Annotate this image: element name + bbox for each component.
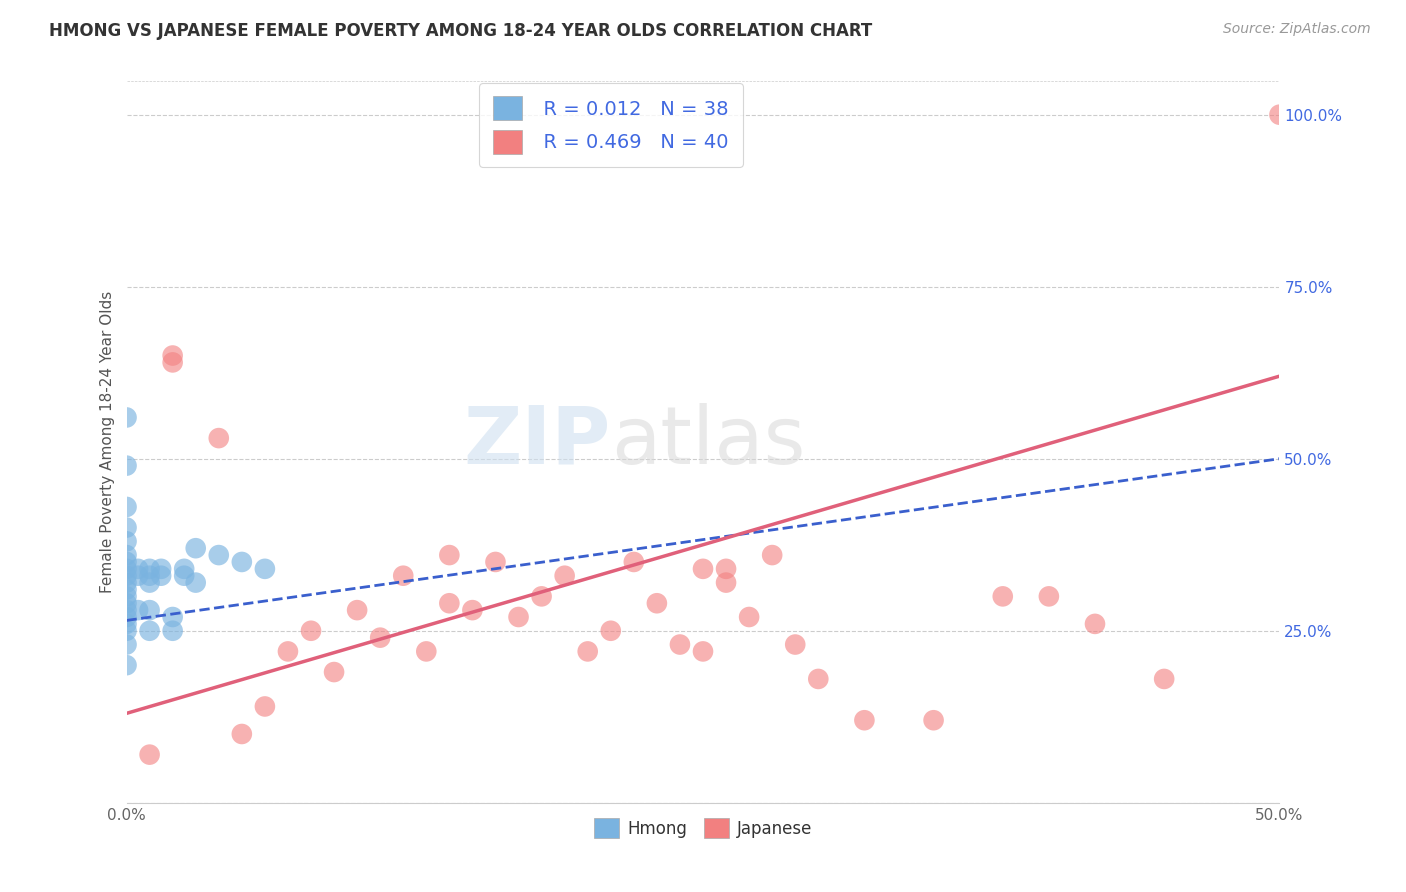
- Point: [127, 562, 149, 576]
- Text: atlas: atlas: [610, 402, 806, 481]
- Point: [173, 562, 195, 576]
- Point: [761, 548, 783, 562]
- Point: [127, 603, 149, 617]
- Text: ZIP: ZIP: [464, 402, 610, 481]
- Y-axis label: Female Poverty Among 18-24 Year Olds: Female Poverty Among 18-24 Year Olds: [100, 291, 115, 592]
- Point: [253, 562, 276, 576]
- Point: [115, 624, 138, 638]
- Point: [277, 644, 299, 658]
- Point: [323, 665, 346, 679]
- Point: [738, 610, 761, 624]
- Point: [115, 410, 138, 425]
- Point: [115, 520, 138, 534]
- Point: [115, 568, 138, 582]
- Point: [173, 568, 195, 582]
- Point: [115, 575, 138, 590]
- Point: [127, 568, 149, 582]
- Point: [208, 431, 231, 445]
- Point: [162, 349, 184, 363]
- Point: [115, 458, 138, 473]
- Point: [714, 562, 737, 576]
- Point: [115, 500, 138, 514]
- Point: [138, 575, 160, 590]
- Point: [1038, 590, 1060, 604]
- Point: [115, 590, 138, 604]
- Point: [231, 727, 253, 741]
- Point: [150, 562, 173, 576]
- Point: [115, 658, 138, 673]
- Point: [115, 616, 138, 631]
- Point: [115, 582, 138, 597]
- Point: [115, 603, 138, 617]
- Point: [853, 713, 876, 727]
- Point: [115, 596, 138, 610]
- Point: [115, 562, 138, 576]
- Point: [299, 624, 322, 638]
- Point: [346, 603, 368, 617]
- Point: [253, 699, 276, 714]
- Point: [714, 575, 737, 590]
- Point: [150, 568, 173, 582]
- Point: [785, 638, 807, 652]
- Point: [692, 644, 714, 658]
- Point: [162, 355, 184, 369]
- Point: [184, 541, 207, 556]
- Point: [1268, 108, 1291, 122]
- Point: [138, 603, 160, 617]
- Point: [138, 624, 160, 638]
- Legend: Hmong, Japanese: Hmong, Japanese: [588, 812, 818, 845]
- Point: [392, 568, 415, 582]
- Point: [669, 638, 692, 652]
- Point: [162, 610, 184, 624]
- Point: [484, 555, 506, 569]
- Point: [807, 672, 830, 686]
- Point: [415, 644, 437, 658]
- Text: HMONG VS JAPANESE FEMALE POVERTY AMONG 18-24 YEAR OLDS CORRELATION CHART: HMONG VS JAPANESE FEMALE POVERTY AMONG 1…: [49, 22, 873, 40]
- Point: [576, 644, 599, 658]
- Point: [554, 568, 576, 582]
- Point: [115, 638, 138, 652]
- Point: [530, 590, 553, 604]
- Point: [991, 590, 1014, 604]
- Point: [115, 534, 138, 549]
- Point: [368, 631, 391, 645]
- Point: [115, 555, 138, 569]
- Point: [1084, 616, 1107, 631]
- Point: [138, 568, 160, 582]
- Point: [115, 548, 138, 562]
- Point: [208, 548, 231, 562]
- Point: [439, 596, 461, 610]
- Point: [184, 575, 207, 590]
- Point: [623, 555, 645, 569]
- Point: [1153, 672, 1175, 686]
- Point: [508, 610, 530, 624]
- Point: [599, 624, 621, 638]
- Point: [138, 747, 160, 762]
- Point: [162, 624, 184, 638]
- Point: [692, 562, 714, 576]
- Text: Source: ZipAtlas.com: Source: ZipAtlas.com: [1223, 22, 1371, 37]
- Point: [922, 713, 945, 727]
- Point: [461, 603, 484, 617]
- Point: [439, 548, 461, 562]
- Point: [115, 610, 138, 624]
- Point: [645, 596, 668, 610]
- Point: [231, 555, 253, 569]
- Point: [138, 562, 160, 576]
